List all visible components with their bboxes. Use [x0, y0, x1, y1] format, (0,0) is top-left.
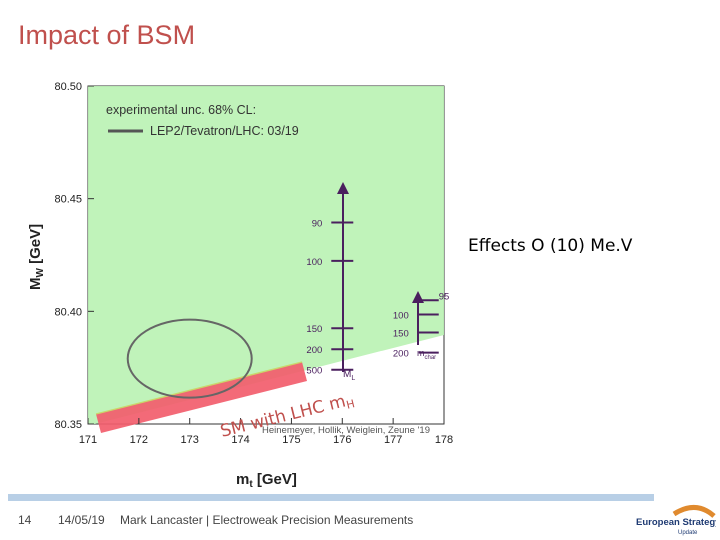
y-tick-label: 80.50 [54, 81, 82, 93]
measurement-ellipse [126, 318, 253, 399]
credit-text: Heinemeyer, Hollik, Weiglein, Zeune '19 [262, 425, 430, 436]
mchar-scan-label: 150 [393, 329, 409, 340]
legend-entry: LEP2/Tevatron/LHC: 03/19 [150, 124, 299, 138]
logo-text-2: Update [678, 530, 698, 536]
page-number: 14 [18, 513, 32, 527]
mchar-scan-label: 200 [393, 349, 409, 360]
x-tick-label: 173 [181, 434, 199, 446]
footer-date: 14/05/19 [58, 513, 105, 527]
mchar-scan-label: 100 [393, 310, 409, 321]
y-tick-label: 80.40 [54, 306, 82, 318]
y-axis-label: MW [GeV] [27, 224, 46, 290]
y-tick-label: 80.45 [54, 194, 82, 206]
x-tick-label: 172 [130, 434, 148, 446]
ml-scan-label: 500 [306, 366, 322, 377]
green-region [88, 86, 444, 424]
x-tick-label: 171 [79, 434, 97, 446]
ml-scan-label: 150 [306, 324, 322, 335]
x-tick-label: 176 [333, 434, 351, 446]
slide-title: Impact of BSM [18, 20, 196, 50]
ml-scan-label: 100 [306, 257, 322, 268]
sm-band-edge [95, 361, 303, 415]
effects-note: Effects O (10) Me.V [468, 236, 633, 256]
x-axis-label: mt [GeV] [236, 471, 297, 490]
x-tick-label: 178 [435, 434, 453, 446]
x-tick-label: 177 [384, 434, 402, 446]
footer-author: Mark Lancaster | Electroweak Precision M… [120, 513, 414, 527]
y-tick-label: 80.35 [54, 419, 82, 431]
x-tick-label: 174 [231, 434, 249, 446]
footer-bar [8, 494, 654, 501]
ml-scan-label: 200 [306, 345, 322, 356]
mchar-scan-label: 95 [439, 291, 450, 302]
ml-scan-label: 90 [312, 219, 323, 230]
european-strategy-logo: European Strategy Update [636, 505, 716, 536]
x-tick-label: 175 [282, 434, 300, 446]
legend-heading: experimental unc. 68% CL: [106, 103, 256, 117]
logo-text-1: European Strategy [636, 517, 716, 528]
